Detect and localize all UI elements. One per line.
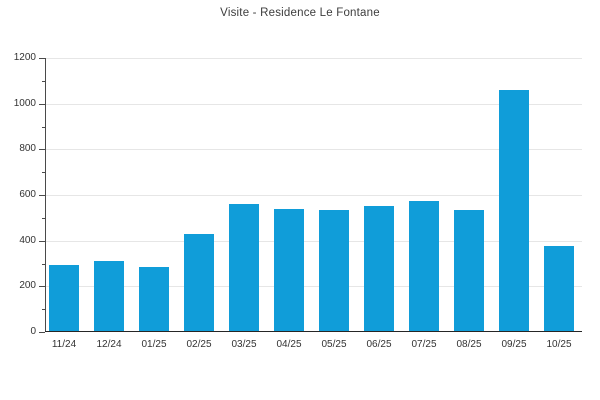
- y-tick-mark-minor: [42, 263, 45, 265]
- y-tick-mark: [39, 58, 45, 59]
- chart-title: Visite - Residence Le Fontane: [220, 7, 380, 19]
- y-tick-mark-minor: [42, 80, 45, 82]
- gridline-y-200: [46, 286, 582, 288]
- y-tick-mark-minor: [42, 126, 45, 128]
- y-tick-mark: [39, 332, 45, 333]
- bar-08/25: [454, 209, 484, 332]
- bar-01/25: [139, 266, 169, 332]
- gridline-y-1000: [46, 103, 582, 105]
- y-tick-label: 1200: [13, 52, 36, 63]
- bar-07/25: [409, 200, 439, 332]
- y-tick-mark: [39, 149, 45, 151]
- y-tick-mark: [39, 103, 45, 105]
- gridline-y-400: [46, 240, 582, 242]
- y-tick-mark-minor: [42, 172, 45, 174]
- y-tick-mark: [39, 286, 45, 288]
- x-tick-label: 05/25: [321, 339, 347, 350]
- y-axis-line: [45, 58, 46, 332]
- plot-area: 0 200 400 600 800 1000 1200 11/24 12/24 01/25 02/2…: [14, 52, 582, 350]
- gridline-y-600: [46, 195, 582, 196]
- gridline-y-800: [46, 149, 582, 151]
- x-tick-label: 03/25: [231, 339, 257, 350]
- x-tick-label: 12/24: [96, 339, 122, 350]
- x-tick-label: 10/25: [546, 339, 572, 350]
- x-tick-label: 07/25: [411, 339, 437, 350]
- bar-11/24: [49, 264, 79, 332]
- x-tick-label: 09/25: [501, 339, 527, 350]
- gridline-y-1200: [46, 58, 582, 59]
- bar-09/25: [499, 89, 529, 332]
- y-tick-label: 1000: [13, 97, 36, 109]
- x-tick-label: 02/25: [186, 339, 212, 350]
- y-tick-label: 0: [30, 326, 36, 337]
- y-tick-label: 600: [19, 189, 36, 200]
- y-tick-mark-minor: [42, 309, 45, 311]
- y-tick-label: 400: [19, 234, 36, 246]
- x-tick-label: 04/25: [276, 339, 302, 350]
- x-tick-label: 11/24: [51, 339, 77, 350]
- x-axis-line: [45, 331, 582, 332]
- x-tick-label: 06/25: [366, 339, 392, 350]
- bar-04/25: [274, 208, 304, 332]
- bar-10/25: [544, 246, 574, 332]
- bar-05/25: [319, 209, 349, 332]
- y-tick-mark: [39, 195, 45, 196]
- bar-02/25: [184, 233, 214, 332]
- bar-03/25: [229, 204, 259, 332]
- y-tick-mark-minor: [42, 217, 45, 219]
- y-tick-mark: [39, 240, 45, 242]
- y-tick-label: 200: [19, 280, 36, 292]
- x-tick-label: 01/25: [141, 339, 167, 350]
- y-tick-label: 800: [19, 143, 36, 155]
- bar-06/25: [364, 206, 394, 332]
- x-tick-label: 08/25: [456, 339, 482, 350]
- bar-12/24: [94, 261, 124, 332]
